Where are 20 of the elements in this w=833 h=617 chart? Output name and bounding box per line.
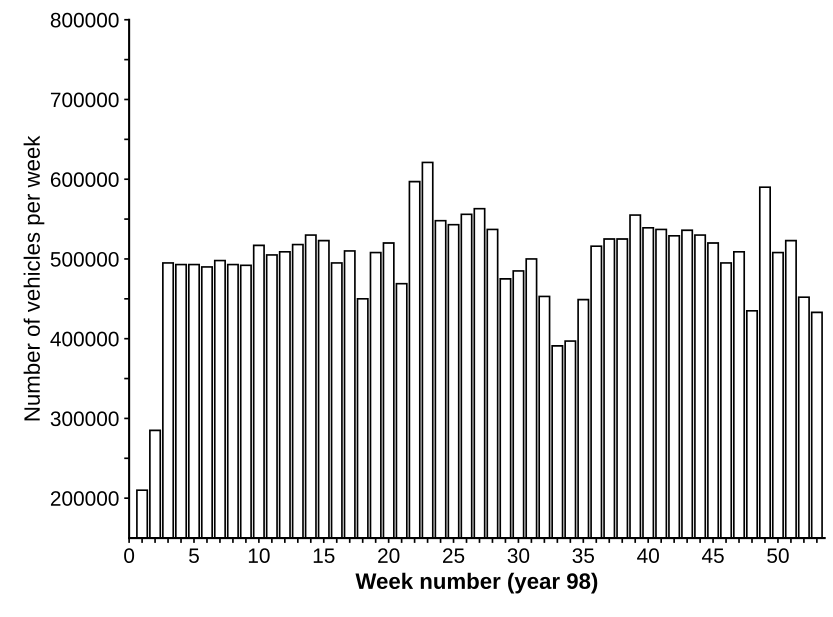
x-tick-label: 40 — [637, 548, 659, 564]
x-tick-label: 5 — [189, 548, 199, 564]
y-tick-label: 700000 — [50, 92, 119, 108]
x-tick-label: 10 — [248, 548, 270, 564]
x-tick-label: 15 — [314, 548, 334, 564]
x-tick-label: 50 — [767, 548, 789, 564]
x-tick-label: 20 — [378, 548, 400, 564]
x-tick-label: 30 — [508, 548, 530, 564]
x-tick-label: 35 — [572, 548, 594, 564]
y-axis-title: Number of vehicles per week — [24, 136, 44, 420]
x-tick-label: 45 — [702, 548, 724, 564]
x-axis-title: Week number (year 98) — [355, 572, 598, 594]
x-tick-label: 0 — [124, 548, 134, 564]
y-tick-label: 500000 — [50, 252, 119, 267]
x-tick-label: 25 — [442, 548, 464, 564]
y-tick-label: 300000 — [50, 411, 119, 426]
y-tick-label: 200000 — [50, 491, 119, 506]
y-tick-label: 800000 — [50, 12, 119, 28]
y-tick-label: 600000 — [50, 172, 119, 187]
y-tick-label: 400000 — [50, 332, 119, 346]
